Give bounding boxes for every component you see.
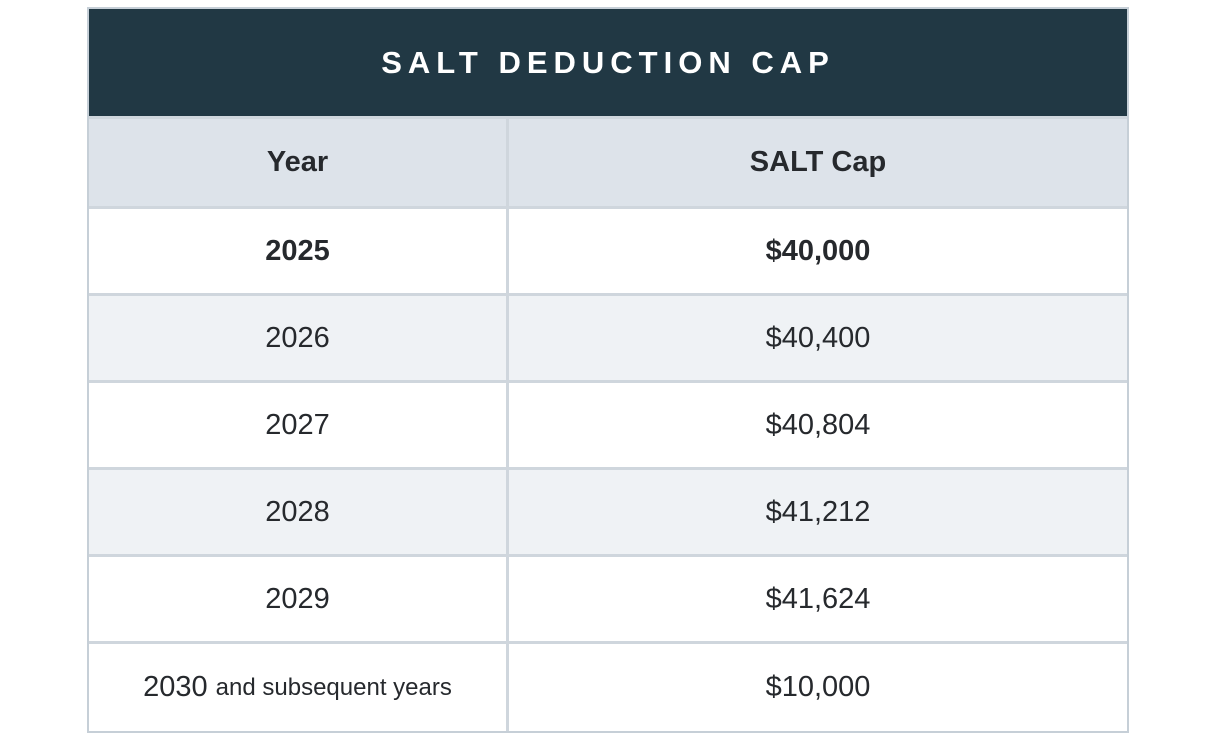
year-value: 2029 bbox=[265, 582, 330, 615]
cap-cell: $41,212 bbox=[506, 470, 1127, 554]
cap-cell: $10,000 bbox=[506, 644, 1127, 731]
column-header-year: Year bbox=[266, 146, 329, 178]
cap-cell: $40,400 bbox=[506, 296, 1127, 380]
table-row-2026: 2026 $40,400 bbox=[89, 293, 1127, 380]
cap-cell: $40,000 bbox=[506, 209, 1127, 293]
year-cell: 2027 bbox=[89, 383, 506, 467]
year-value: 2026 bbox=[265, 321, 330, 354]
table-header-row: Year SALT Cap bbox=[89, 116, 1127, 206]
year-value: 2025 bbox=[265, 234, 330, 267]
year-cell: 2025 bbox=[89, 209, 506, 293]
table-row-2029: 2029 $41,624 bbox=[89, 554, 1127, 641]
year-suffix: and subsequent years bbox=[215, 673, 452, 701]
year-cell: 2026 bbox=[89, 296, 506, 380]
year-value: 2028 bbox=[265, 495, 330, 528]
year-cell: 2028 bbox=[89, 470, 506, 554]
year-value: 2030 bbox=[143, 671, 208, 703]
table-row-2025: 2025 $40,000 bbox=[89, 206, 1127, 293]
cap-cell: $40,804 bbox=[506, 383, 1127, 467]
table-title: SALT DEDUCTION CAP bbox=[89, 9, 1127, 116]
salt-cap-table: SALT DEDUCTION CAP Year SALT Cap 2025 $4… bbox=[87, 7, 1129, 733]
column-header-salt-cap: SALT Cap bbox=[506, 119, 1127, 206]
table-row-2028: 2028 $41,212 bbox=[89, 467, 1127, 554]
table-row-2030-and-later: 2030 and subsequent years $10,000 bbox=[89, 641, 1127, 731]
year-cell: 2030 and subsequent years bbox=[89, 644, 506, 731]
cap-cell: $41,624 bbox=[506, 557, 1127, 641]
year-cell: 2029 bbox=[89, 557, 506, 641]
year-value: 2027 bbox=[265, 408, 330, 441]
table-row-2027: 2027 $40,804 bbox=[89, 380, 1127, 467]
